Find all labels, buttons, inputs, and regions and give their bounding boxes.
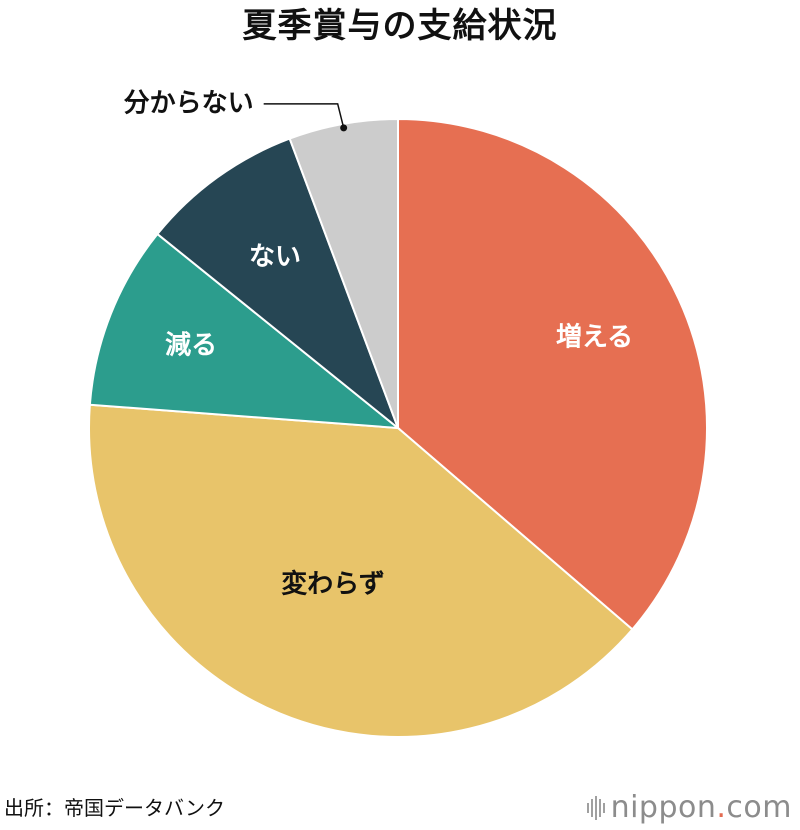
pie-slice-1 bbox=[88, 403, 634, 738]
source-note: 出所：帝国データバンク bbox=[4, 796, 225, 820]
pie-slices bbox=[88, 117, 708, 738]
slice-label-3: ない bbox=[249, 242, 301, 272]
brand-logo[interactable]: nippon. com bbox=[586, 790, 792, 825]
chart-title: 夏季賞与の支給状況 bbox=[242, 6, 558, 46]
brand-dot: . bbox=[716, 790, 727, 825]
pie-slice-0 bbox=[397, 117, 708, 631]
callout-leader-line bbox=[263, 103, 345, 129]
pie-callout: 分からない bbox=[124, 88, 348, 132]
slice-label-2: 減る bbox=[165, 331, 217, 361]
brand-name: nippon bbox=[610, 790, 717, 825]
brand-tld: com bbox=[726, 790, 792, 825]
pie-slice-3 bbox=[156, 137, 401, 432]
pie-slice-2 bbox=[88, 232, 402, 430]
slice-label-1: 変わらず bbox=[281, 569, 384, 600]
slice-label-0: 増える bbox=[556, 322, 633, 352]
callout-dot bbox=[340, 124, 348, 132]
slice-label-4: 分からない bbox=[124, 88, 254, 118]
sound-wave-icon bbox=[586, 795, 605, 820]
